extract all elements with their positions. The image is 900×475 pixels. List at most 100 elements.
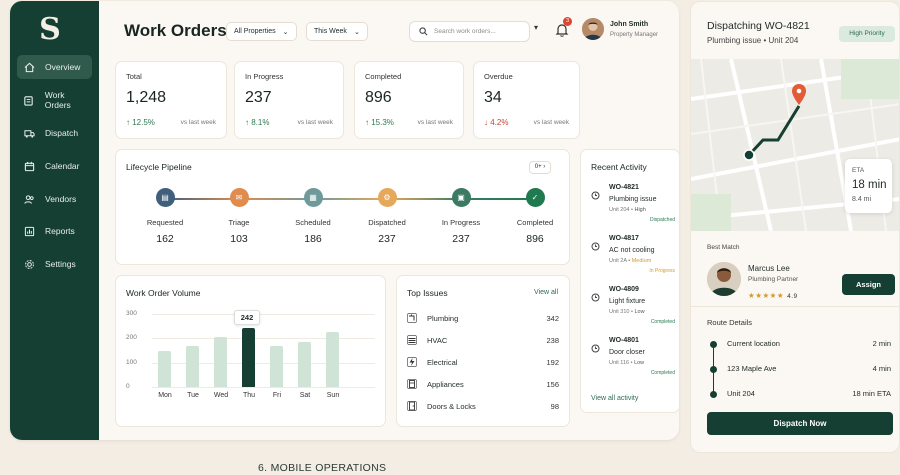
- pipeline-stage[interactable]: ▦ Scheduled 186: [278, 188, 348, 245]
- stat-value: 237: [245, 89, 272, 106]
- chart-bar[interactable]: [270, 345, 283, 387]
- bell-icon[interactable]: [554, 22, 570, 38]
- door-icon: [407, 401, 417, 411]
- issue-row[interactable]: Doors & Locks 98: [407, 397, 559, 415]
- gear-icon: [23, 258, 35, 270]
- separator: •: [629, 360, 635, 366]
- worker-avatar: [707, 262, 741, 296]
- stat-comparison: vs last week: [417, 119, 453, 126]
- issue-row[interactable]: Plumbing 342: [407, 309, 559, 327]
- stage-icon: ▤: [155, 188, 175, 207]
- route-stop-time: 18 min ETA: [852, 389, 891, 398]
- separator: •: [629, 207, 635, 213]
- dispatch-now-button[interactable]: Dispatch Now: [707, 412, 893, 435]
- route-stop-name: 123 Maple Ave: [727, 364, 777, 373]
- pipeline-stage[interactable]: ✓ Completed 896: [500, 188, 570, 245]
- stat-value: 1,248: [126, 89, 167, 106]
- toggle-label: 0+: [534, 164, 542, 170]
- chart-bar[interactable]: [186, 345, 199, 387]
- route-stop-time: 4 min: [872, 364, 891, 373]
- chart-bar[interactable]: [158, 350, 171, 387]
- hvac-icon: [407, 335, 417, 345]
- stat-card-in-progress: In Progress 237 ↑ 8.1% vs last week: [234, 61, 344, 139]
- pipeline-stage[interactable]: ▤ Requested 162: [130, 188, 200, 245]
- bar-tooltip: 242: [234, 310, 260, 325]
- current-location-marker: [743, 149, 755, 161]
- sidebar-item-vendors[interactable]: Vendors: [17, 187, 92, 211]
- eta-card: ETA 18 min 8.4 mi: [845, 159, 892, 213]
- dispatch-subtitle: Plumbing issue • Unit 204: [707, 36, 799, 45]
- grid-line: [152, 338, 375, 340]
- y-tick-label: 200: [126, 334, 137, 342]
- sidebar-item-work-orders[interactable]: Work Orders: [17, 88, 92, 112]
- sidebar-item-overview[interactable]: Overview: [17, 55, 92, 79]
- stat-comparison: vs last week: [297, 119, 333, 126]
- chevron-down-icon[interactable]: ▾: [534, 23, 539, 32]
- issue-count: 98: [550, 401, 559, 411]
- stat-label: Completed: [365, 72, 402, 81]
- issue-row[interactable]: Electrical 192: [407, 353, 559, 371]
- activity-unit: Unit 2A: [609, 258, 627, 264]
- activity-item[interactable]: WO-4817 AC not cooling Unit 2A • Medium In …: [591, 235, 675, 289]
- activity-item[interactable]: WO-4821 Plumbing issue Unit 204 • High Disp…: [591, 184, 675, 238]
- sidebar-item-label: Work Orders: [44, 90, 71, 110]
- pipeline-stage[interactable]: ✉ Triage 103: [204, 188, 274, 245]
- lifecycle-pipeline-card: Lifecycle Pipeline 0+ › ▤ Requested 162 ✉ Tr…: [115, 149, 570, 265]
- brand-logo: S: [39, 12, 61, 47]
- wrench-icon: [591, 238, 600, 251]
- stage-icon: ▣: [451, 188, 471, 207]
- stat-label: Total: [126, 72, 142, 81]
- divider: [691, 306, 899, 307]
- priority-badge: High Priority: [839, 26, 895, 42]
- activity-unit: Unit 310: [609, 309, 630, 315]
- activity-item[interactable]: WO-4809 Light fixture Unit 310 • Low Comple…: [591, 286, 675, 340]
- dispatch-panel: Dispatching WO-4821 Plumbing issue • Uni…: [690, 1, 900, 453]
- worker-rating: ★★★★★ 4.9: [748, 291, 798, 300]
- chart-bar[interactable]: [214, 337, 227, 387]
- chart-bar[interactable]: [326, 332, 339, 387]
- route-map[interactable]: ETA 18 min 8.4 mi: [691, 58, 899, 232]
- dispatch-title: Dispatching WO-4821: [707, 20, 810, 32]
- sidebar-item-dispatch[interactable]: Dispatch: [17, 121, 92, 145]
- stage-icon: ✓: [525, 188, 545, 207]
- issue-name: Electrical: [427, 357, 458, 367]
- pipeline-toggle-button[interactable]: 0+ ›: [529, 161, 551, 174]
- activity-item[interactable]: WO-4801 Door closer Unit 116 • Low Complete…: [591, 337, 675, 391]
- view-all-activity-link[interactable]: View all activity: [591, 395, 639, 402]
- rating-value: 4.9: [787, 293, 798, 300]
- property-filter-value: All Properties: [234, 28, 276, 35]
- sidebar-item-label: Dispatch: [45, 128, 79, 138]
- property-filter-dropdown[interactable]: All Properties ⌄: [226, 22, 297, 41]
- period-filter-dropdown[interactable]: This Week ⌄: [306, 22, 368, 41]
- route-stop: Unit 204 18 min ETA: [707, 388, 891, 402]
- search-input[interactable]: Search work orders...: [409, 21, 530, 42]
- sidebar-item-settings[interactable]: Settings: [17, 252, 92, 276]
- sidebar-item-reports[interactable]: Reports: [17, 219, 92, 243]
- assign-button[interactable]: Assign: [842, 274, 895, 295]
- activity-unit: Unit 204: [609, 207, 630, 213]
- chart-bar[interactable]: [298, 341, 311, 387]
- chart-bar[interactable]: [242, 328, 255, 387]
- pipeline-stage[interactable]: ⚙ Dispatched 237: [352, 188, 422, 245]
- chart-icon: [23, 225, 35, 237]
- stat-delta: ↑ 8.1%: [245, 118, 270, 127]
- faucet-icon: [407, 313, 417, 323]
- view-all-issues-link[interactable]: View all: [534, 289, 558, 296]
- stage-value: 103: [230, 233, 248, 245]
- bolt-icon: [407, 357, 417, 367]
- activity-status: Dispatched: [649, 217, 675, 223]
- page-title: Work Orders: [124, 21, 227, 40]
- stat-comparison: vs last week: [180, 119, 216, 126]
- x-tick-label: Thu: [242, 392, 256, 399]
- sidebar-item-calendar[interactable]: Calendar: [17, 154, 92, 178]
- stat-comparison: vs last week: [533, 119, 569, 126]
- issue-count: 238: [546, 335, 559, 345]
- sidebar-item-label: Overview: [45, 62, 81, 72]
- stage-icon: ⚙: [377, 188, 397, 207]
- avatar[interactable]: [582, 18, 604, 40]
- issue-name: Doors & Locks: [427, 401, 476, 411]
- issue-row[interactable]: Appliances 156: [407, 375, 559, 393]
- issue-row[interactable]: HVAC 238: [407, 331, 559, 349]
- eta-value: 18 min: [852, 179, 887, 191]
- pipeline-stage[interactable]: ▣ In Progress 237: [426, 188, 496, 245]
